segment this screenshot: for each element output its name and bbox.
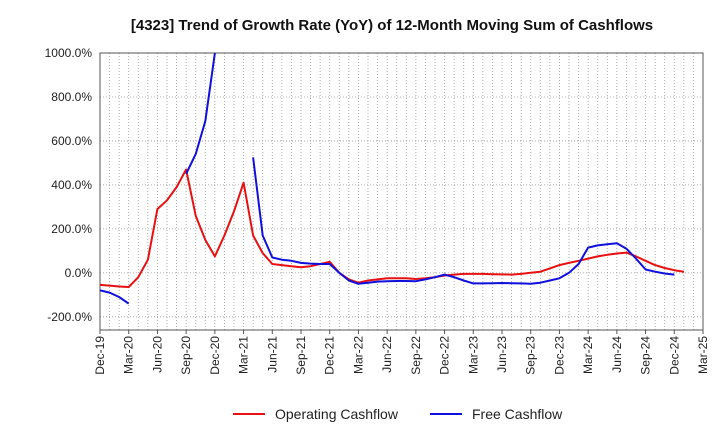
x-tick-label: Sep-20 <box>179 336 193 375</box>
legend-label: Free Cashflow <box>472 406 563 422</box>
grid <box>100 52 703 330</box>
x-tick-label: Dec-24 <box>667 336 681 375</box>
x-tick-label: Dec-22 <box>438 336 452 375</box>
series-lines <box>100 53 685 305</box>
y-tick-label: 800.0% <box>51 90 92 104</box>
series-line-free-cashflow <box>185 53 216 175</box>
y-tick-label: 200.0% <box>51 222 92 236</box>
plot-frame <box>99 52 704 331</box>
x-tick-label: Jun-20 <box>150 336 164 373</box>
axes: -200.0% 0.0% 200.0% 400.0% 600.0% 800.0% 1000.… <box>45 46 710 375</box>
x-tick-label: Sep-24 <box>639 336 653 375</box>
y-tick-label: -200.0% <box>47 310 92 324</box>
x-tick-label: Mar-25 <box>696 336 710 374</box>
x-tick-label: Dec-23 <box>552 336 566 375</box>
y-tick-label: 0.0% <box>65 266 93 280</box>
x-tick-label: Mar-23 <box>466 336 480 374</box>
series-line-free-cashflow <box>100 289 130 305</box>
x-tick-label: Sep-21 <box>294 336 308 375</box>
x-tick-label: Mar-20 <box>122 336 136 374</box>
legend-label: Operating Cashflow <box>275 406 399 422</box>
x-tick-label: Mar-21 <box>237 336 251 374</box>
series-line-operating-cashflow <box>100 168 685 289</box>
y-tick-label: 1000.0% <box>45 46 93 60</box>
series-line-free-cashflow <box>252 157 675 285</box>
x-tick-label: Jun-21 <box>265 336 279 373</box>
x-tick-label: Jun-24 <box>610 336 624 373</box>
x-tick-label: Jun-22 <box>380 336 394 373</box>
x-tick-label: Dec-21 <box>323 336 337 375</box>
x-tick-label: Mar-22 <box>351 336 365 374</box>
y-tick-label: 400.0% <box>51 178 92 192</box>
legend: Operating Cashflow Free Cashflow <box>233 406 563 422</box>
y-tick-label: 600.0% <box>51 134 92 148</box>
chart-title: [4323] Trend of Growth Rate (YoY) of 12-… <box>131 17 653 34</box>
x-tick-label: Dec-19 <box>93 336 107 375</box>
x-tick-label: Dec-20 <box>208 336 222 375</box>
x-tick-label: Mar-24 <box>581 336 595 374</box>
x-tick-label: Jun-23 <box>495 336 509 373</box>
x-tick-label: Sep-22 <box>409 336 423 375</box>
x-tick-label: Sep-23 <box>524 336 538 375</box>
